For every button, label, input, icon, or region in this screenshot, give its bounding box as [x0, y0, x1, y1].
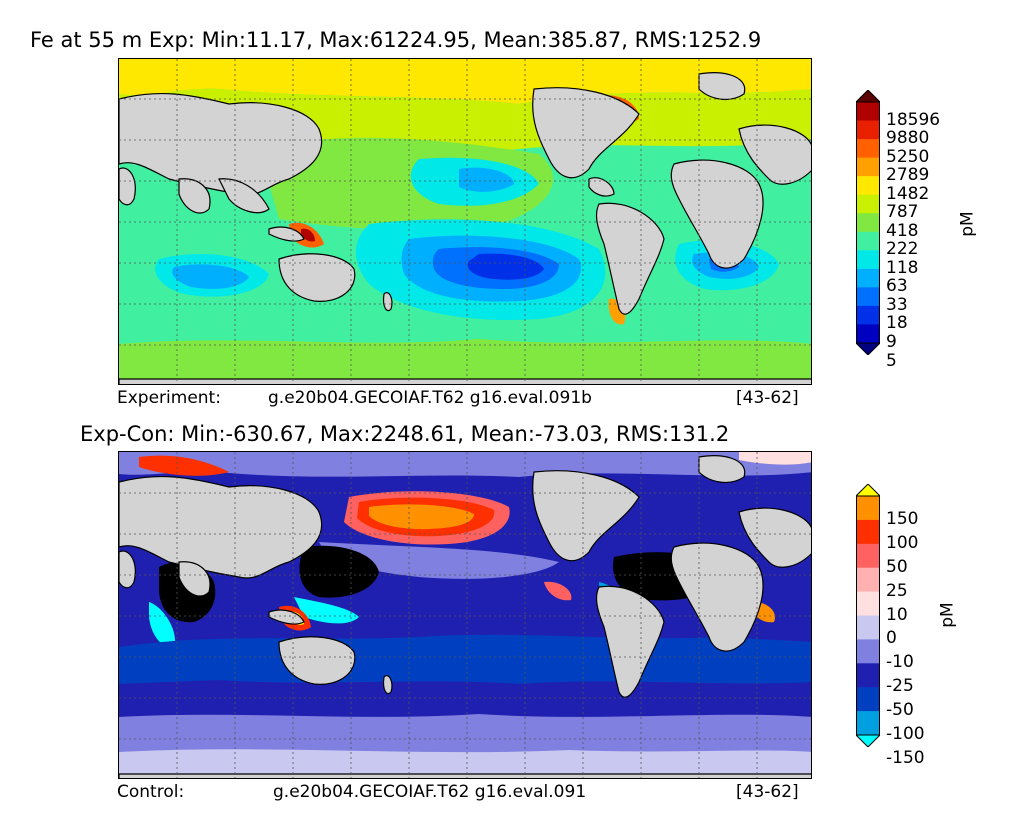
- colorbar-swatch: [856, 102, 880, 122]
- colorbar-swatch: [856, 194, 880, 214]
- colorbar-swatch: [856, 120, 880, 140]
- bottom-colorbar-unit: pM: [937, 602, 958, 628]
- bottom-caption-run: g.e20b04.GECOIAF.T62 g16.eval.091: [273, 782, 587, 802]
- colorbar-tick-label: -150: [886, 747, 925, 768]
- bottom-map-title: Exp-Con: Min:-630.67, Max:2248.61, Mean:…: [80, 422, 730, 446]
- colorbar-tick-label: 118: [886, 257, 919, 278]
- colorbar-swatch: [856, 231, 880, 251]
- colorbar-swatch: [856, 615, 880, 640]
- colorbar-tick-label: -25: [886, 676, 914, 697]
- top-caption-range: [43-62]: [736, 388, 799, 408]
- top-colorbar: [854, 89, 882, 356]
- colorbar-swatch: [856, 663, 880, 688]
- colorbar-tick-label: 100: [886, 532, 919, 553]
- colorbar-swatch: [856, 287, 880, 307]
- colorbar-tick-label: 150: [886, 508, 919, 529]
- colorbar-tick-label: -50: [886, 700, 914, 721]
- colorbar-tick-label: 5: [886, 350, 897, 371]
- colorbar-tick-label: 222: [886, 239, 919, 260]
- colorbar-swatch: [856, 519, 880, 545]
- bottom-map-canvas: [119, 452, 811, 778]
- bottom-map: [118, 451, 812, 779]
- colorbar-tick-label: 10: [886, 604, 908, 625]
- colorbar-swatch: [856, 305, 880, 325]
- colorbar-swatch: [856, 496, 880, 521]
- colorbar-swatch: [856, 176, 880, 196]
- bottom-caption-range: [43-62]: [736, 782, 799, 802]
- colorbar-swatch: [856, 250, 880, 270]
- colorbar-swatch: [856, 639, 880, 664]
- colorbar-tick-label: 25: [886, 580, 908, 601]
- colorbar-swatch: [856, 591, 880, 616]
- top-colorbar-unit: pM: [957, 211, 978, 237]
- colorbar-tick-label: 9880: [886, 128, 930, 149]
- colorbar-extend-max: [854, 483, 882, 497]
- colorbar-extend-min: [854, 734, 882, 748]
- colorbar-tick-label: 5250: [886, 146, 930, 167]
- colorbar-tick-label: 18596: [886, 109, 941, 130]
- colorbar-swatch: [856, 268, 880, 288]
- colorbar-tick-label: 0: [886, 628, 897, 649]
- colorbar-tick-label: 50: [886, 556, 908, 577]
- colorbar-extend-max: [854, 89, 882, 103]
- colorbar-tick-label: -100: [886, 724, 925, 744]
- colorbar-tick-label: 63: [886, 276, 908, 297]
- colorbar-swatch: [856, 139, 880, 159]
- colorbar-swatch: [856, 213, 880, 233]
- bottom-caption-label: Control:: [117, 782, 185, 802]
- colorbar-swatch: [856, 324, 880, 344]
- bottom-colorbar-swatches: [854, 483, 882, 748]
- colorbar-swatch: [856, 157, 880, 177]
- top-caption-label: Experiment:: [117, 388, 221, 408]
- top-map-canvas: [119, 59, 811, 384]
- top-caption-run: g.e20b04.GECOIAF.T62 g16.eval.091b: [268, 388, 592, 408]
- colorbar-swatch: [856, 567, 880, 593]
- colorbar-extend-min: [854, 342, 882, 356]
- top-colorbar-swatches: [854, 89, 882, 356]
- colorbar-tick-label: 418: [886, 220, 919, 241]
- colorbar-tick-label: 2789: [886, 165, 930, 186]
- colorbar-frame: [856, 495, 880, 736]
- top-map: [118, 58, 812, 385]
- colorbar-tick-label: 1482: [886, 183, 930, 204]
- colorbar-frame: [856, 101, 880, 344]
- colorbar-tick-label: 787: [886, 202, 919, 223]
- colorbar-tick-label: -10: [886, 652, 914, 673]
- colorbar-tick-label: 9: [886, 332, 897, 352]
- colorbar-swatch: [856, 687, 880, 712]
- colorbar-tick-label: 18: [886, 313, 908, 334]
- bottom-colorbar: [854, 483, 882, 748]
- colorbar-tick-label: 33: [886, 294, 908, 315]
- top-map-title: Fe at 55 m Exp: Min:11.17, Max:61224.95,…: [30, 28, 762, 52]
- colorbar-swatch: [856, 543, 880, 569]
- colorbar-swatch: [856, 711, 880, 736]
